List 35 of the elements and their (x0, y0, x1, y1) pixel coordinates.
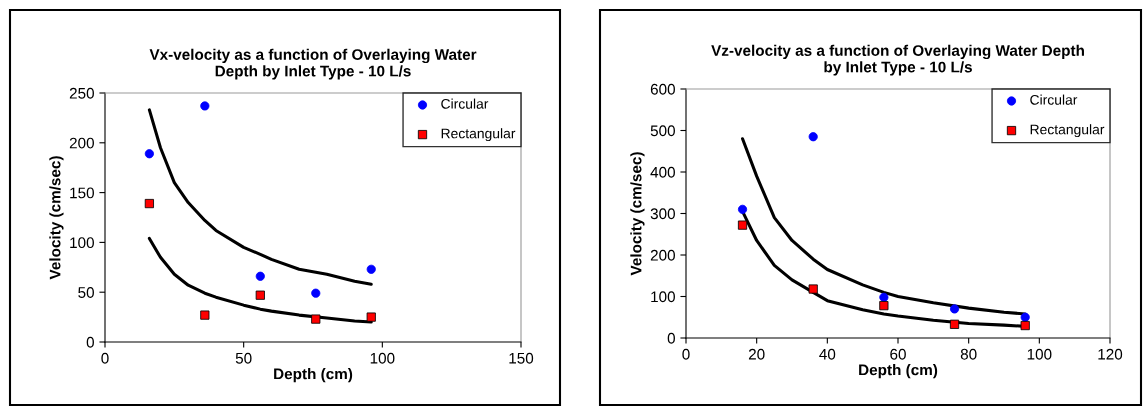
y-tick-label: 250 (69, 87, 94, 99)
x-tick-label: 100 (1027, 348, 1052, 360)
x-tick-label: 80 (960, 348, 977, 360)
y-tick-label: 150 (70, 187, 94, 199)
legend-label: Circular (441, 98, 489, 109)
x-tick-label: 0 (682, 348, 690, 360)
legend-label: Circular (1030, 94, 1078, 105)
y-tick-label: 100 (651, 291, 675, 303)
chart-title: Vx-velocity as a function of Overlaying Water Depth by Inlet Type - 10 L/s (149, 48, 477, 80)
x-tick-label: 20 (748, 348, 765, 360)
y-axis-title: Velocity (cm/sec) (630, 152, 645, 276)
y-tick-label: 600 (650, 83, 675, 95)
chart-title: Vz-velocity as a function of Overlaying Water Depth by Inlet Type - 10 L/s (711, 44, 1084, 76)
legend-label: Rectangular (441, 128, 516, 142)
x-tick-label: 120 (1098, 348, 1123, 360)
x-tick-label: 0 (101, 352, 109, 364)
y-tick-label: 300 (650, 208, 675, 220)
x-tick-label: 50 (235, 352, 252, 364)
x-tick-label: 150 (509, 352, 534, 364)
y-tick-label: 500 (650, 125, 675, 137)
y-tick-label: 400 (650, 166, 675, 178)
x-tick-label: 100 (370, 352, 395, 364)
x-axis-title: Depth (cm) (859, 364, 938, 379)
y-tick-label: 200 (69, 137, 94, 149)
x-tick-label: 60 (890, 348, 906, 360)
y-tick-label: 0 (667, 332, 675, 344)
y-tick-label: 50 (78, 287, 94, 298)
y-tick-label: 0 (86, 336, 94, 348)
legend-label: Rectangular (1030, 124, 1105, 138)
x-tick-label: 40 (819, 348, 836, 360)
x-axis-title: Depth (cm) (274, 368, 353, 383)
y-tick-label: 200 (650, 249, 675, 261)
y-tick-label: 100 (70, 237, 94, 249)
line-series (147, 108, 373, 286)
y-axis-title: Velocity (cm/sec) (49, 156, 64, 280)
